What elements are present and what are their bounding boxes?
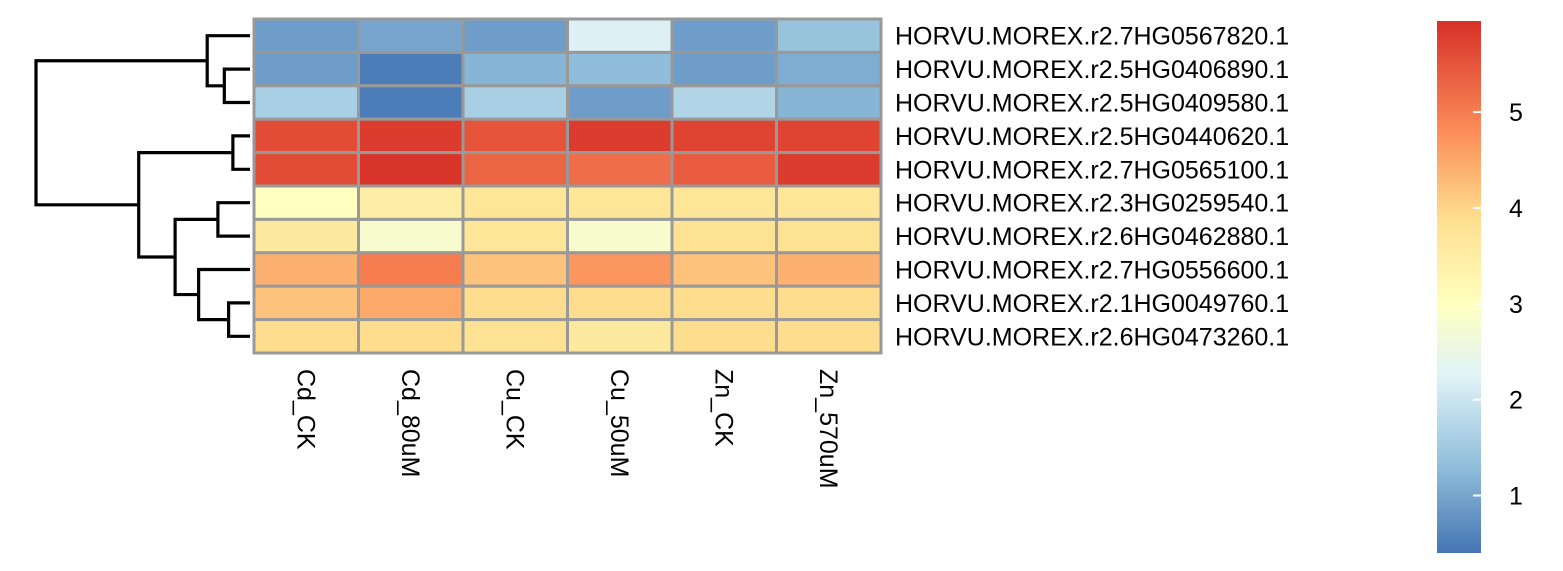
heatmap-cell bbox=[252, 251, 360, 288]
row-labels: HORVU.MOREX.r2.7HG0567820.1 HORVU.MOREX.r… bbox=[895, 23, 1289, 352]
heatmap-cell bbox=[357, 318, 465, 355]
heatmap-cell bbox=[461, 217, 569, 255]
heatmap-cell bbox=[357, 217, 465, 255]
heatmap-cell bbox=[670, 284, 778, 322]
heatmap-cell bbox=[775, 50, 883, 88]
heatmap-cell bbox=[252, 117, 360, 155]
row-label: HORVU.MOREX.r2.7HG0556600.1 bbox=[895, 257, 1289, 285]
heatmap-cell bbox=[775, 84, 883, 121]
heatmap-cell bbox=[566, 251, 674, 288]
row-label: HORVU.MOREX.r2.7HG0565100.1 bbox=[895, 156, 1289, 184]
row-label: HORVU.MOREX.r2.6HG0473260.1 bbox=[895, 323, 1289, 351]
row-label: HORVU.MOREX.r2.7HG0567820.1 bbox=[895, 23, 1289, 51]
column-label: Cu_CK bbox=[500, 369, 528, 450]
heatmap-cell bbox=[566, 84, 674, 121]
heatmap-cell bbox=[775, 117, 883, 155]
heatmap-cell bbox=[357, 284, 465, 322]
heatmap-cell bbox=[566, 151, 674, 188]
heatmap-cell bbox=[461, 50, 569, 88]
heatmap-cell bbox=[566, 17, 674, 54]
column-label: Cd_CK bbox=[291, 369, 319, 450]
heatmap-cell bbox=[775, 217, 883, 255]
dendrogram-branch bbox=[222, 67, 250, 105]
heatmap-cell bbox=[252, 217, 360, 255]
heatmap-cell bbox=[566, 284, 674, 322]
heatmap-cell bbox=[357, 84, 465, 121]
heatmap-cell bbox=[357, 151, 465, 188]
heatmap-cell bbox=[461, 318, 569, 355]
heatmap-cell bbox=[566, 217, 674, 255]
dendrogram-branch bbox=[205, 34, 250, 88]
row-dendrogram bbox=[34, 34, 250, 338]
heatmap-cells bbox=[252, 17, 883, 355]
heatmap-cell bbox=[775, 251, 883, 288]
heatmap-cell bbox=[670, 117, 778, 155]
dendrogram-branch bbox=[231, 134, 250, 171]
heatmap-cell bbox=[566, 184, 674, 221]
dendrogram-branch bbox=[216, 201, 250, 238]
heatmap-cell bbox=[461, 284, 569, 322]
dendrogram-branch bbox=[197, 267, 250, 322]
column-label: Cd_80uM bbox=[396, 369, 424, 477]
heatmap-cell bbox=[252, 284, 360, 322]
heatmap-cell bbox=[461, 84, 569, 121]
heatmap-cell bbox=[775, 184, 883, 221]
heatmap-cell bbox=[670, 50, 778, 88]
row-label: HORVU.MOREX.r2.5HG0409580.1 bbox=[895, 90, 1289, 118]
heatmap-cell bbox=[252, 50, 360, 88]
dendrogram-branch bbox=[173, 217, 218, 297]
column-label: Zn_CK bbox=[709, 369, 737, 447]
heatmap-cell bbox=[566, 50, 674, 88]
heatmap-cell bbox=[357, 117, 465, 155]
column-label: Cu_50uM bbox=[605, 369, 633, 477]
legend-tick-label: 2 bbox=[1509, 387, 1523, 415]
heatmap-cell bbox=[252, 184, 360, 221]
legend-tick-label: 4 bbox=[1509, 195, 1523, 223]
legend-tick-label: 1 bbox=[1509, 482, 1523, 510]
heatmap-cell bbox=[461, 184, 569, 221]
dendrogram-branch bbox=[34, 59, 208, 207]
heatmap-cell bbox=[357, 184, 465, 221]
heatmap-cell bbox=[670, 151, 778, 188]
heatmap-cell bbox=[775, 284, 883, 322]
heatmap-cell bbox=[670, 318, 778, 355]
color-legend-ticks: 1 2 3 4 5 bbox=[1473, 99, 1523, 510]
heatmap-cell bbox=[566, 318, 674, 355]
heatmap-cell bbox=[357, 17, 465, 54]
legend-tick-label: 5 bbox=[1509, 99, 1523, 127]
heatmap-cell bbox=[461, 17, 569, 54]
heatmap-cell bbox=[670, 184, 778, 221]
heatmap-cell bbox=[252, 318, 360, 355]
color-legend-bar bbox=[1437, 21, 1481, 553]
heatmap-cell bbox=[252, 84, 360, 121]
heatmap-cell bbox=[670, 17, 778, 54]
heatmap-cell bbox=[252, 17, 360, 54]
row-label: HORVU.MOREX.r2.1HG0049760.1 bbox=[895, 290, 1289, 318]
heatmap-cell bbox=[670, 84, 778, 121]
heatmap-cell bbox=[775, 17, 883, 54]
heatmap-cell bbox=[252, 151, 360, 188]
heatmap-cell bbox=[670, 251, 778, 288]
color-legend: 1 2 3 4 5 bbox=[1437, 21, 1523, 553]
column-labels: Cd_CK Cd_80uM Cu_CK Cu_50uM Zn_CK Zn_570uM bbox=[291, 369, 842, 489]
heatmap-cell bbox=[357, 50, 465, 88]
column-label: Zn_570uM bbox=[814, 369, 842, 489]
row-label: HORVU.MOREX.r2.3HG0259540.1 bbox=[895, 190, 1289, 218]
heatmap-cell bbox=[461, 151, 569, 188]
row-label: HORVU.MOREX.r2.5HG0440620.1 bbox=[895, 123, 1289, 151]
dendrogram-branch bbox=[227, 301, 250, 338]
row-label: HORVU.MOREX.r2.6HG0462880.1 bbox=[895, 223, 1289, 251]
heatmap-cell bbox=[461, 251, 569, 288]
heatmap-cell bbox=[357, 251, 465, 288]
heatmap-cell bbox=[670, 217, 778, 255]
row-label: HORVU.MOREX.r2.5HG0406890.1 bbox=[895, 56, 1289, 84]
legend-tick-label: 3 bbox=[1509, 291, 1523, 319]
heatmap-cell bbox=[775, 151, 883, 188]
heatmap-cell bbox=[461, 117, 569, 155]
heatmap-cell bbox=[775, 318, 883, 355]
heatmap-cell bbox=[566, 117, 674, 155]
